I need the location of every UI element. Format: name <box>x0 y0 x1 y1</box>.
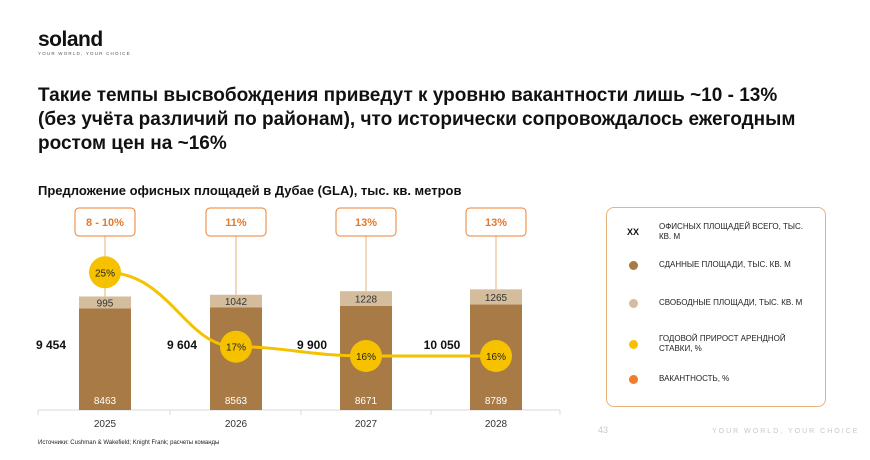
rent-growth-label: 17% <box>226 343 246 354</box>
legend-item-leased: СДАННЫЕ ПЛОЩАДИ, ТЫС. КВ. М <box>607 260 809 270</box>
x-tick-label: 2025 <box>94 419 117 430</box>
rent-growth-point <box>220 330 252 363</box>
bar-leased <box>79 308 131 410</box>
vacancy-label: 13% <box>485 217 507 229</box>
rent-growth-point <box>480 340 512 372</box>
data-label-vacant: 1042 <box>225 297 248 308</box>
data-label-leased: 8671 <box>355 396 378 407</box>
legend-dot <box>628 374 638 384</box>
legend-label: ВАКАНТНОСТЬ, % <box>659 374 730 383</box>
data-label-vacant: 995 <box>97 298 114 309</box>
vacancy-callout <box>205 207 267 237</box>
rent-growth-point <box>350 340 382 372</box>
bar-vacant <box>340 291 392 306</box>
bar-vacant <box>470 289 522 305</box>
office-supply-chart: 8463 995 2025 9 454 8563 1042 2026 9 604 8671 122… <box>36 207 561 430</box>
brand-name: soland <box>38 28 103 51</box>
total-label: 9 454 <box>36 338 66 352</box>
chart-subtitle: Предложение офисных площадей в Дубае (GL… <box>38 183 462 198</box>
data-label-leased: 8463 <box>94 396 117 407</box>
legend-dot <box>628 339 638 349</box>
brand-tagline: YOUR WORLD, YOUR CHOICE <box>38 51 131 56</box>
legend-label: ОФИСНЫХ ПЛОЩАДЕЙ ВСЕГО, ТЫС. КВ. М <box>659 222 804 241</box>
vacancy-label: 13% <box>355 217 377 229</box>
data-label-leased: 8789 <box>485 396 508 407</box>
legend: XX ОФИСНЫХ ПЛОЩАДЕЙ ВСЕГО, ТЫС. КВ. М СД… <box>606 207 826 407</box>
legend-label: ГОДОВОЙ ПРИРОСТ АРЕНДНОЙ СТАВКИ, % <box>659 334 786 353</box>
title-line: ростом цен на ~16% <box>38 133 227 154</box>
page-number: 43 <box>598 425 609 435</box>
total-label: 10 050 <box>424 338 461 352</box>
legend-xx-marker: XX <box>626 227 639 237</box>
total-label: 9 900 <box>297 338 327 352</box>
total-label: 9 604 <box>167 338 197 352</box>
legend-item-vacancy: ВАКАНТНОСТЬ, % <box>607 374 809 384</box>
rent-growth-point <box>89 256 121 289</box>
page-title: Такие темпы высвобождения приведут к уро… <box>38 84 838 156</box>
source-note: Источники: Cushman & Wakefield; Knight F… <box>38 440 220 446</box>
legend-item-total: XX ОФИСНЫХ ПЛОЩАДЕЙ ВСЕГО, ТЫС. КВ. М <box>607 222 809 242</box>
rent-growth-label: 16% <box>486 352 506 363</box>
vacancy-label: 8 - 10% <box>86 217 124 229</box>
vacancy-callout <box>335 207 397 237</box>
x-tick-label: 2027 <box>355 419 378 430</box>
title-line: (без учёта различий по районам), что ист… <box>38 109 796 130</box>
data-label-vacant: 1228 <box>355 295 378 306</box>
legend-item-rent-growth: ГОДОВОЙ ПРИРОСТ АРЕНДНОЙ СТАВКИ, % <box>607 334 809 354</box>
vacancy-callout <box>74 207 136 237</box>
x-tick-label: 2028 <box>485 419 508 430</box>
title-line: Такие темпы высвобождения приведут к уро… <box>38 85 778 106</box>
footer-tagline: YOUR WORLD, YOUR CHOICE <box>712 428 860 435</box>
x-tick-label: 2026 <box>225 419 248 430</box>
legend-label: СДАННЫЕ ПЛОЩАДИ, ТЫС. КВ. М <box>659 260 791 269</box>
bar-vacant <box>210 294 262 308</box>
legend-dot <box>628 298 638 308</box>
legend-label: СВОБОДНЫЕ ПЛОЩАДИ, ТЫС. КВ. М <box>659 298 803 307</box>
rent-growth-label: 25% <box>95 268 115 279</box>
brand-logo: soland YOUR WORLD, YOUR CHOICE <box>38 28 131 56</box>
data-label-vacant: 1265 <box>485 293 508 304</box>
bar-vacant <box>79 296 131 309</box>
legend-item-vacant: СВОБОДНЫЕ ПЛОЩАДИ, ТЫС. КВ. М <box>607 298 809 308</box>
rent-growth-label: 16% <box>356 352 376 363</box>
vacancy-callout <box>465 207 527 237</box>
data-label-leased: 8563 <box>225 396 248 407</box>
legend-dot <box>628 260 638 270</box>
vacancy-label: 11% <box>225 217 247 229</box>
